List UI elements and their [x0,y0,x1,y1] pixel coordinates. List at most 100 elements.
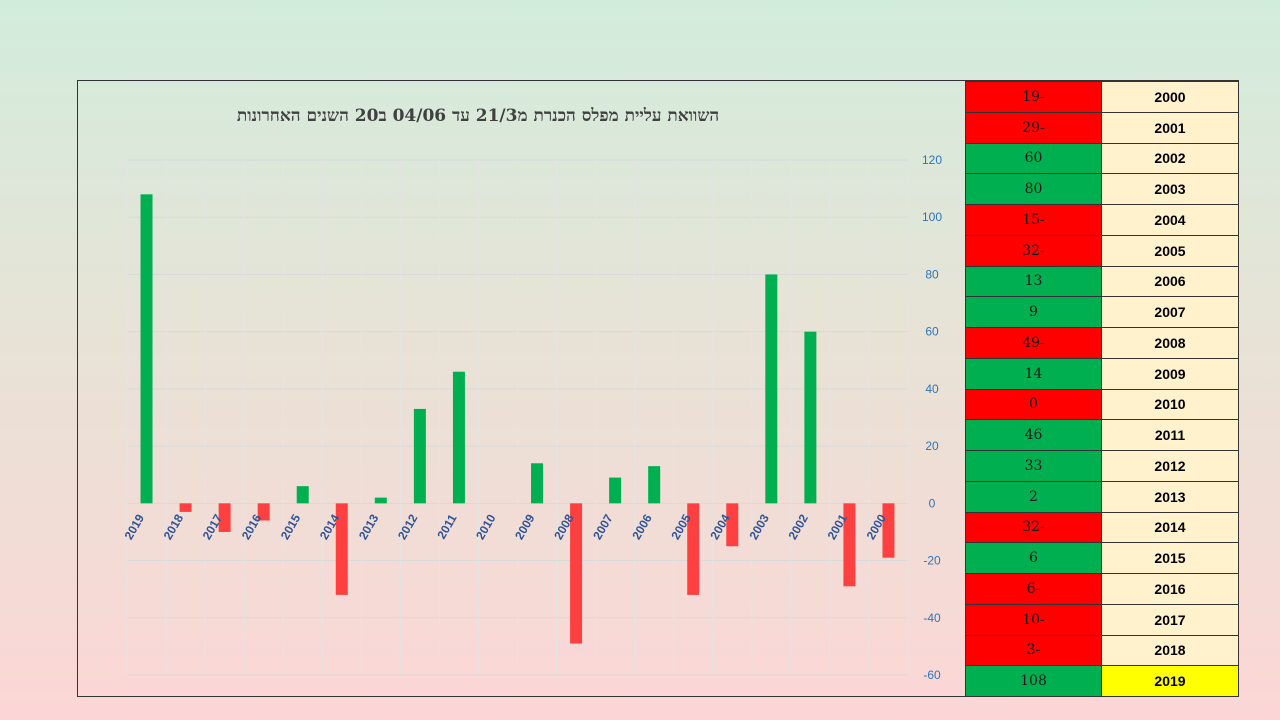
year-cell: 2015 [1101,542,1239,574]
value-cell: 2 [965,480,1102,513]
value-cell: 33 [965,450,1102,482]
value-cell: 19- [965,81,1102,113]
value-cell: 49- [965,327,1102,359]
y-tick-label: 40 [925,382,939,396]
year-cell: 2004 [1101,204,1239,236]
bar-2013 [374,497,387,504]
bar-2002 [804,331,817,504]
year-cell: 2017 [1101,603,1239,636]
table-row: 33 2012 [965,450,1239,482]
value-cell: 3- [965,634,1102,667]
year-cell: 2001 [1101,111,1239,144]
year-cell: 2014 [1101,511,1239,544]
slide-frame [77,80,1239,697]
category-label: 2013 [356,512,382,542]
bar-2009 [531,463,544,504]
value-cell: 29- [965,111,1102,144]
y-tick-label: 20 [925,439,939,453]
table-row: 6 2015 [965,542,1239,574]
table-row: 2 2013 [965,480,1239,513]
category-label: 2018 [161,512,187,542]
table-row: 80 2003 [965,173,1239,205]
year-cell: 2006 [1101,265,1239,298]
table-row: 6- 2016 [965,573,1239,605]
value-cell: 10- [965,603,1102,636]
category-label: 2012 [395,512,421,542]
year-cell: 2003 [1101,173,1239,205]
bar-2012 [413,408,426,504]
table-row: 0 2010 [965,388,1239,421]
year-cell: 2005 [1101,234,1239,267]
year-cell: 2002 [1101,142,1239,175]
bar-2016 [257,503,270,521]
chart-title: השוואת עליית מפלס הכנרת מ21/3 עד 04/06 ב… [236,106,720,126]
bar-2017 [218,503,231,532]
bar-2003 [765,274,778,504]
year-cell: 2012 [1101,450,1239,482]
value-cell: 108 [965,665,1102,697]
category-label: 2015 [278,512,304,542]
table-row: 13 2006 [965,265,1239,298]
category-label: 2010 [473,512,499,542]
value-cell: 6 [965,542,1102,574]
bar-2015 [296,486,309,504]
value-cell: 14 [965,357,1102,390]
table-row: 29- 2001 [965,111,1239,144]
y-tick-label: 0 [929,496,936,510]
value-cell: 9 [965,296,1102,328]
value-cell: 80 [965,173,1102,205]
bar-2018 [179,503,192,512]
value-cell: 60 [965,142,1102,175]
y-tick-label: -40 [923,611,941,625]
table-row: 10- 2017 [965,603,1239,636]
category-label: 2007 [590,512,616,542]
table-row: 60 2002 [965,142,1239,175]
bar-2006 [648,466,661,504]
table-row: 15- 2004 [965,204,1239,236]
bar-2011 [452,371,465,504]
value-cell: 15- [965,204,1102,236]
bar-2019 [140,194,153,504]
year-cell: 2011 [1101,419,1239,451]
category-label: 2006 [629,512,655,542]
year-cell: 2000 [1101,81,1239,113]
y-tick-label: -60 [923,668,941,682]
value-cell: 13 [965,265,1102,298]
y-tick-label: 120 [922,153,942,167]
bar-2001 [843,503,856,587]
value-cell: 32- [965,234,1102,267]
year-cell: 2008 [1101,327,1239,359]
year-cell: 2009 [1101,357,1239,390]
table-row: 49- 2008 [965,327,1239,359]
table-row: 14 2009 [965,357,1239,390]
category-label: 2003 [746,512,772,542]
y-tick-label: 80 [925,267,939,281]
year-cell: 2010 [1101,388,1239,421]
y-tick-label: 60 [925,325,939,339]
y-tick-label: 100 [922,210,942,224]
value-cell: 0 [965,388,1102,421]
year-cell: 2018 [1101,634,1239,667]
table-row: 9 2007 [965,296,1239,328]
year-cell: 2007 [1101,296,1239,328]
value-cell: 6- [965,573,1102,605]
bar-2008 [570,503,583,644]
value-cell: 46 [965,419,1102,451]
category-label: 2019 [122,512,148,542]
table-row: 46 2011 [965,419,1239,451]
y-tick-label: -20 [923,554,941,568]
bar-2005 [687,503,700,595]
table-row: 32- 2005 [965,234,1239,267]
bar-2004 [726,503,739,547]
year-cell: 2013 [1101,480,1239,513]
year-values-table: 19- 2000 29- 2001 60 2002 80 2003 15- 2004 32- 2005… [965,81,1239,697]
bar-2014 [335,503,348,595]
year-cell: 2019 [1101,665,1239,697]
category-label: 2002 [785,512,811,542]
table-row: 32- 2014 [965,511,1239,544]
bar-2000 [882,503,895,558]
table-row: 3- 2018 [965,634,1239,667]
year-cell: 2016 [1101,573,1239,605]
table-row: 19- 2000 [965,81,1239,113]
